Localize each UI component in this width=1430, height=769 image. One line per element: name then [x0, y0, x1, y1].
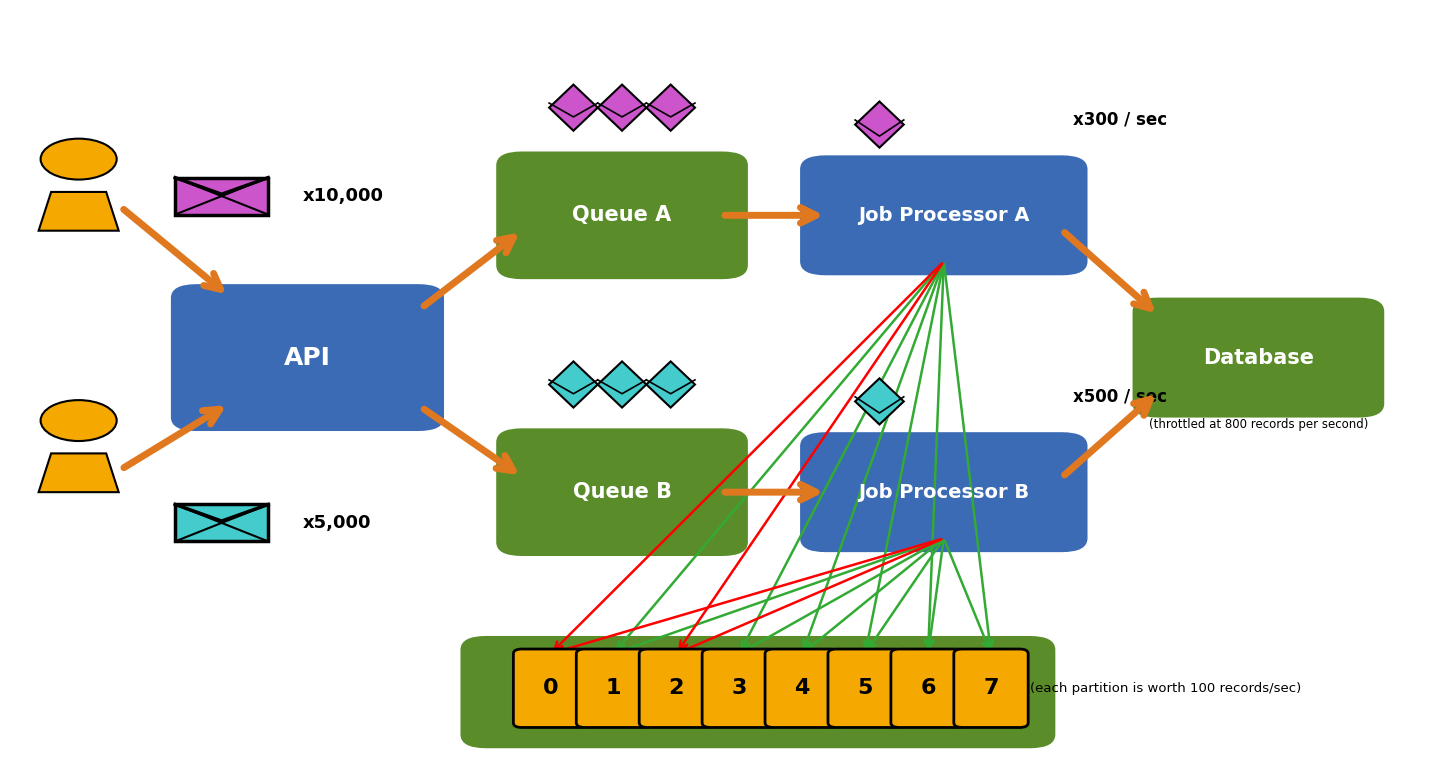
Text: 7: 7 [984, 678, 998, 698]
Text: Queue B: Queue B [572, 482, 672, 502]
FancyBboxPatch shape [639, 649, 714, 727]
Polygon shape [549, 85, 598, 131]
Polygon shape [855, 378, 904, 424]
FancyBboxPatch shape [576, 649, 651, 727]
Circle shape [40, 400, 117, 441]
Polygon shape [39, 454, 119, 492]
Text: (each partition is worth 100 records/sec): (each partition is worth 100 records/sec… [1030, 682, 1301, 694]
Polygon shape [598, 361, 646, 408]
Text: Database: Database [1203, 348, 1314, 368]
Text: x300 / sec: x300 / sec [1072, 110, 1167, 128]
FancyBboxPatch shape [801, 155, 1087, 275]
Polygon shape [646, 361, 695, 408]
Text: x500 / sec: x500 / sec [1072, 387, 1167, 405]
FancyBboxPatch shape [1133, 298, 1384, 418]
FancyBboxPatch shape [496, 428, 748, 556]
Text: 4: 4 [795, 678, 809, 698]
FancyBboxPatch shape [891, 649, 965, 727]
Text: Job Processor B: Job Processor B [858, 483, 1030, 501]
Text: Job Processor A: Job Processor A [858, 206, 1030, 225]
Text: 1: 1 [606, 678, 621, 698]
FancyBboxPatch shape [801, 432, 1087, 552]
Text: 3: 3 [732, 678, 746, 698]
Text: 5: 5 [858, 678, 872, 698]
Text: x10,000: x10,000 [303, 187, 385, 205]
Text: Azure Storage: Azure Storage [674, 699, 842, 719]
FancyBboxPatch shape [174, 504, 269, 541]
Text: (throttled at 800 records per second): (throttled at 800 records per second) [1148, 418, 1369, 431]
FancyBboxPatch shape [828, 649, 902, 727]
Polygon shape [598, 85, 646, 131]
Circle shape [40, 138, 117, 180]
Text: 0: 0 [543, 678, 558, 698]
FancyBboxPatch shape [174, 178, 269, 215]
FancyBboxPatch shape [513, 649, 588, 727]
FancyBboxPatch shape [496, 151, 748, 279]
FancyBboxPatch shape [460, 636, 1055, 748]
FancyBboxPatch shape [702, 649, 776, 727]
Polygon shape [39, 192, 119, 231]
FancyBboxPatch shape [172, 284, 443, 431]
Polygon shape [549, 361, 598, 408]
FancyBboxPatch shape [954, 649, 1028, 727]
Text: 2: 2 [669, 678, 684, 698]
Polygon shape [646, 85, 695, 131]
Text: 6: 6 [921, 678, 935, 698]
Text: x5,000: x5,000 [303, 514, 372, 532]
Text: API: API [285, 345, 330, 370]
Polygon shape [855, 102, 904, 148]
FancyBboxPatch shape [765, 649, 839, 727]
Text: Queue A: Queue A [572, 205, 672, 225]
